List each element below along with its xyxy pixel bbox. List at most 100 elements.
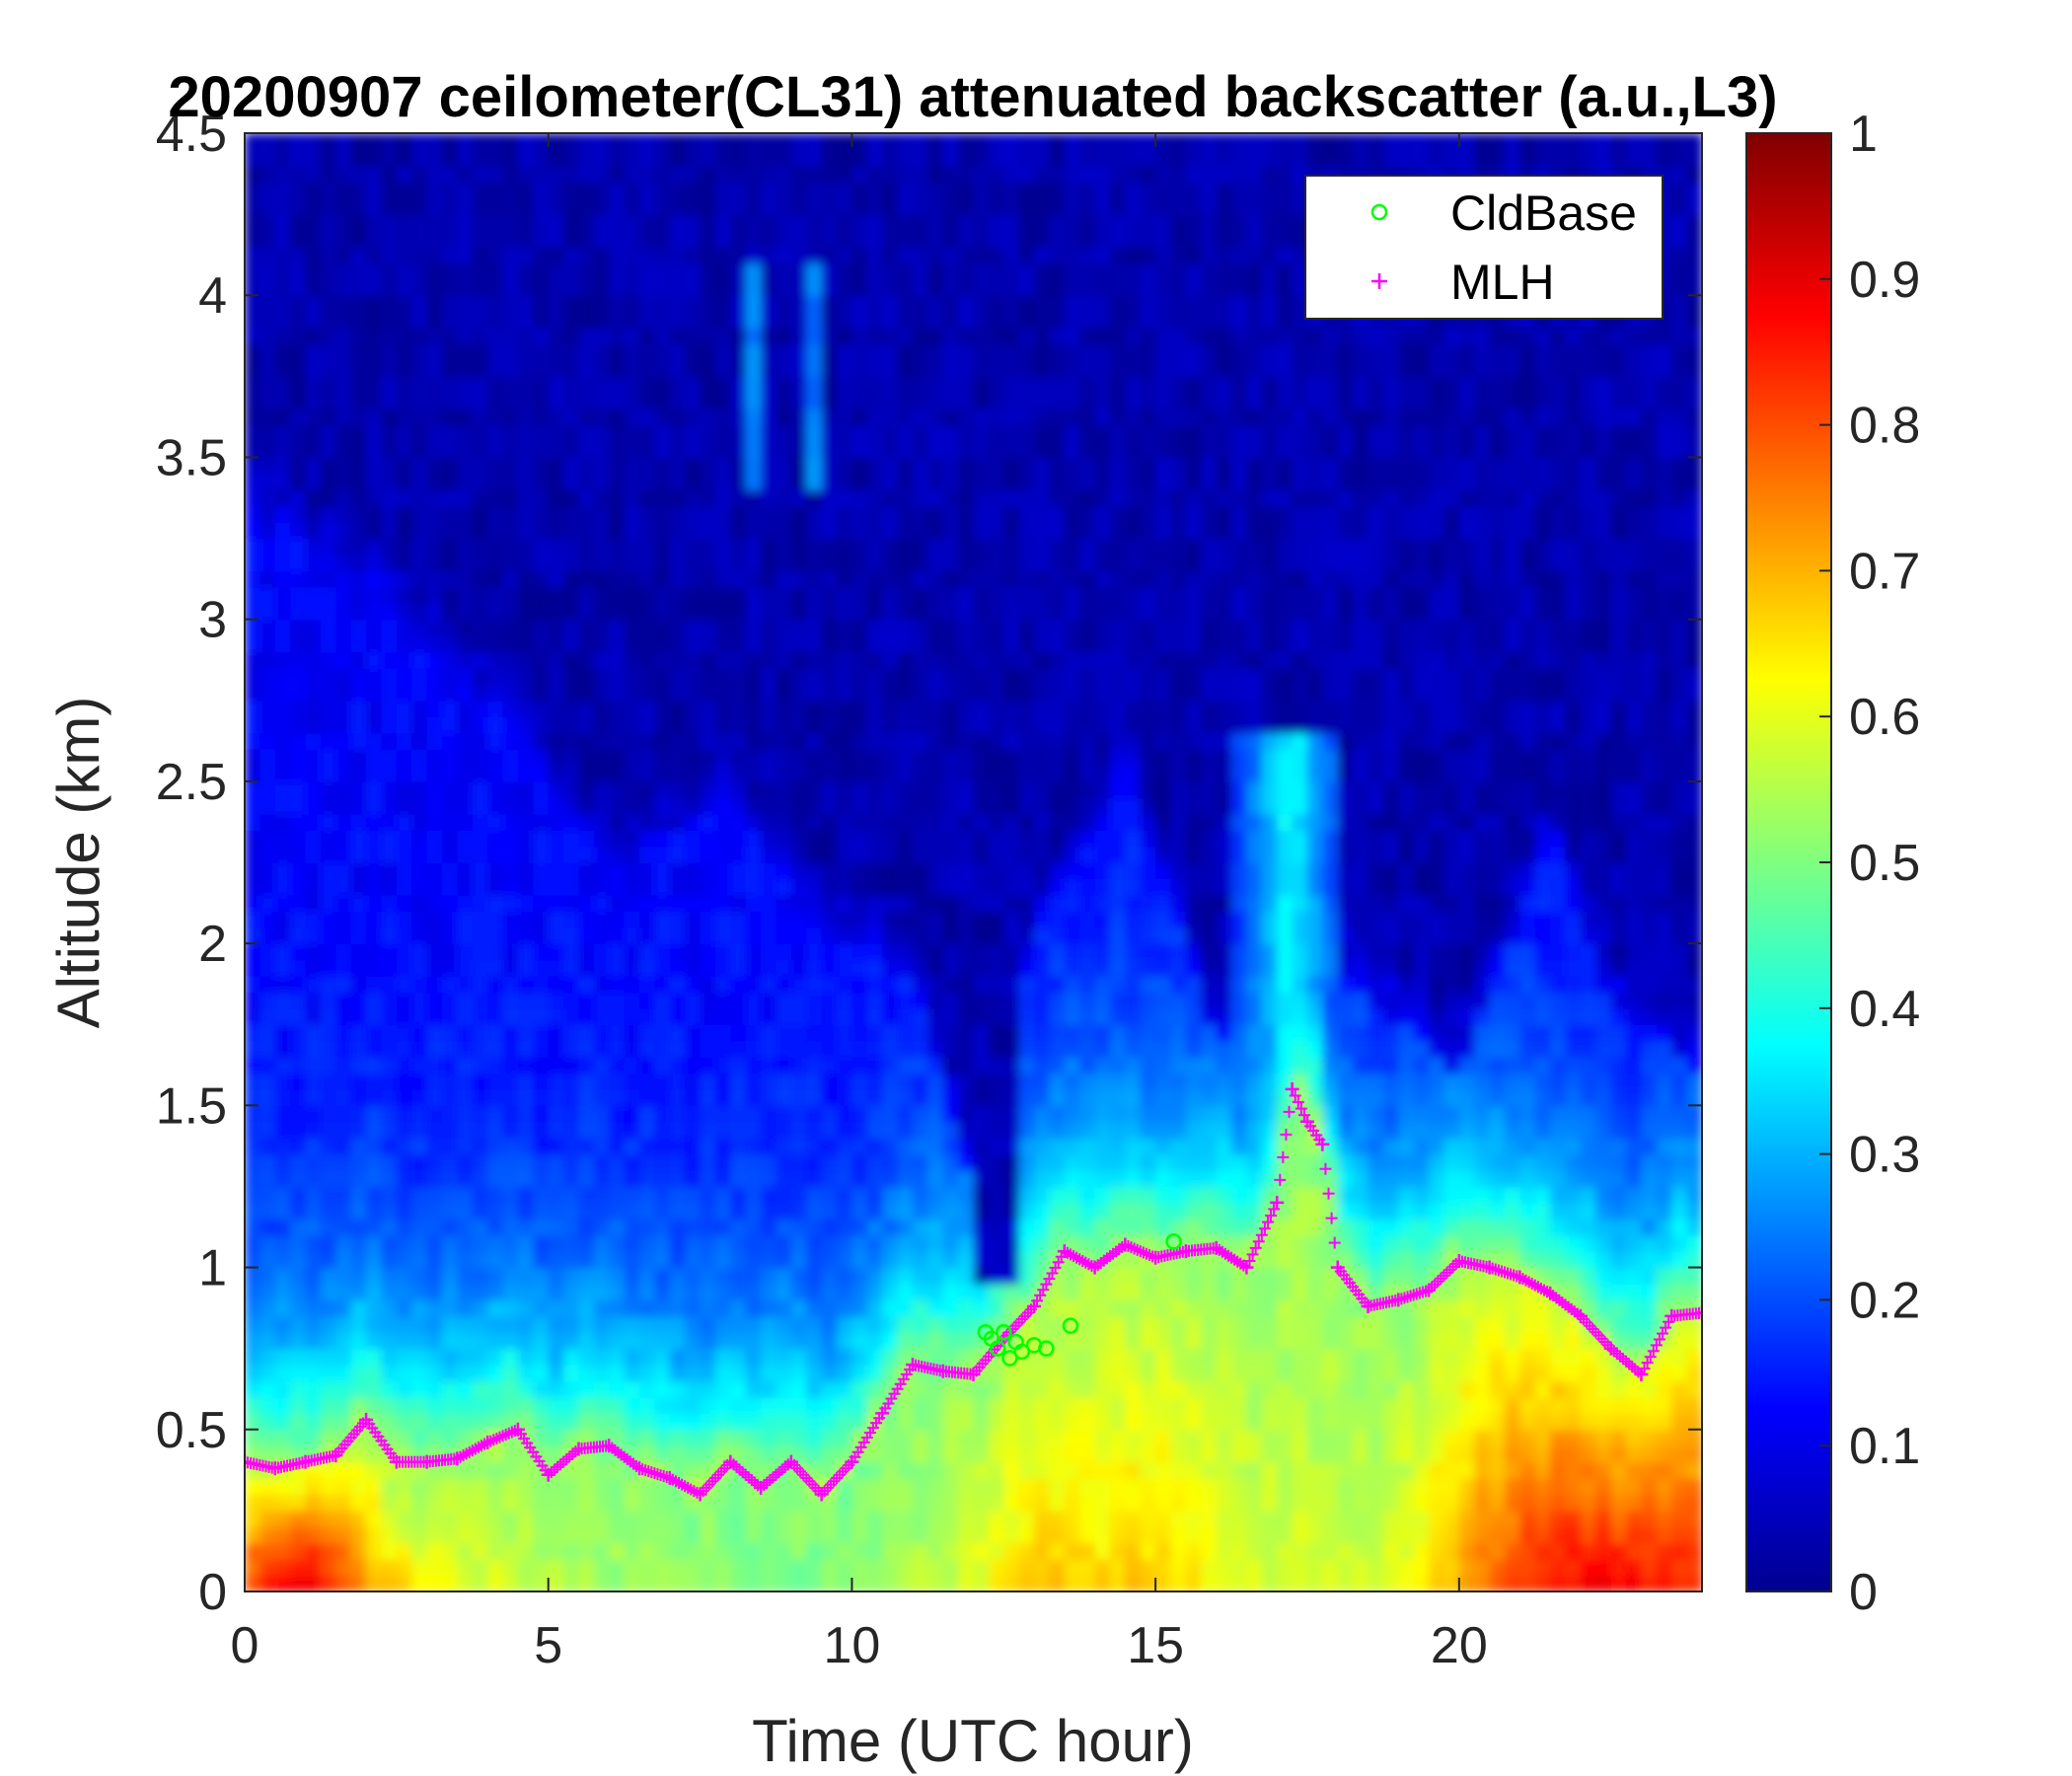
heatmap-cell xyxy=(685,1040,702,1058)
heatmap-cell xyxy=(274,165,291,183)
heatmap-cell xyxy=(714,295,732,313)
heatmap-cell xyxy=(851,1575,868,1591)
heatmap-cell xyxy=(776,408,792,426)
heatmap-cell xyxy=(882,635,899,653)
heatmap-cell xyxy=(290,1429,307,1446)
heatmap-cell xyxy=(988,813,1005,831)
heatmap-cell xyxy=(502,1202,519,1221)
heatmap-cell xyxy=(790,846,808,863)
heatmap-cell xyxy=(654,1170,671,1188)
heatmap-cell xyxy=(700,1380,716,1398)
heatmap-cell xyxy=(927,343,944,361)
heatmap-cell xyxy=(790,780,808,799)
heatmap-cell xyxy=(396,441,413,459)
heatmap-cell xyxy=(502,165,519,183)
heatmap-cell xyxy=(259,894,276,912)
heatmap-cell xyxy=(305,1267,322,1285)
heatmap-cell xyxy=(1079,1219,1096,1236)
heatmap-cell xyxy=(685,780,702,799)
heatmap-cell xyxy=(578,1380,595,1398)
heatmap-cell xyxy=(927,505,944,523)
heatmap-cell xyxy=(1034,765,1051,782)
heatmap-cell xyxy=(866,765,883,782)
heatmap-cell xyxy=(624,182,640,199)
heatmap-cell xyxy=(973,586,990,604)
heatmap-cell xyxy=(350,635,367,653)
heatmap-cell xyxy=(609,457,626,475)
heatmap-cell xyxy=(457,1073,474,1090)
heatmap-cell xyxy=(624,1510,640,1528)
heatmap-cell xyxy=(578,457,595,475)
heatmap-cell xyxy=(320,1542,337,1560)
heatmap-cell xyxy=(639,1478,656,1496)
heatmap-cell xyxy=(654,376,671,394)
heatmap-cell xyxy=(366,1057,383,1074)
heatmap-cell xyxy=(1034,570,1051,588)
heatmap-cell xyxy=(381,797,398,815)
heatmap-cell xyxy=(593,262,611,280)
heatmap-cell xyxy=(806,797,823,815)
heatmap-cell xyxy=(487,1445,504,1463)
heatmap-cell xyxy=(593,651,611,669)
heatmap-cell xyxy=(396,797,413,815)
heatmap-cell xyxy=(654,1396,671,1415)
heatmap-cell xyxy=(714,846,732,863)
heatmap-cell xyxy=(305,1315,322,1333)
heatmap-cell xyxy=(502,1153,519,1171)
heatmap-cell xyxy=(776,1315,792,1333)
heatmap-cell xyxy=(593,570,611,588)
heatmap-cell xyxy=(593,635,611,653)
heatmap-cell xyxy=(1018,278,1035,296)
heatmap-cell xyxy=(305,555,322,572)
heatmap-cell xyxy=(381,376,398,394)
heatmap-cell xyxy=(776,376,792,394)
heatmap-cell xyxy=(730,780,747,799)
heatmap-cell xyxy=(335,1202,352,1221)
heatmap-cell xyxy=(988,1007,1005,1025)
heatmap-cell xyxy=(927,894,944,912)
heatmap-cell xyxy=(411,1040,428,1058)
heatmap-cell xyxy=(472,1365,488,1382)
heatmap-cell xyxy=(533,295,550,313)
heatmap-cell xyxy=(305,214,322,232)
heatmap-cell xyxy=(274,943,291,961)
heatmap-cell xyxy=(533,1170,550,1188)
heatmap-cell xyxy=(578,1299,595,1317)
heatmap-cell xyxy=(290,943,307,961)
heatmap-cell xyxy=(624,328,640,345)
heatmap-cell xyxy=(745,700,762,717)
heatmap-cell xyxy=(502,830,519,848)
heatmap-cell xyxy=(457,635,474,653)
heatmap-cell xyxy=(790,1267,808,1285)
heatmap-cell xyxy=(305,1396,322,1415)
heatmap-cell xyxy=(942,684,959,702)
heatmap-cell xyxy=(700,343,716,361)
heatmap-cell xyxy=(609,862,626,880)
heatmap-cell xyxy=(776,1575,792,1591)
heatmap-cell xyxy=(942,1202,959,1221)
heatmap-cell xyxy=(897,1510,914,1528)
heatmap-cell xyxy=(700,1234,716,1252)
heatmap-cell xyxy=(411,1153,428,1171)
heatmap-cell xyxy=(563,1510,580,1528)
heatmap-cell xyxy=(1079,1170,1096,1188)
heatmap-cell xyxy=(578,684,595,702)
heatmap-cell xyxy=(305,230,322,248)
heatmap-cell xyxy=(396,1267,413,1285)
heatmap-cell xyxy=(639,522,656,540)
heatmap-cell xyxy=(320,651,337,669)
heatmap-cell xyxy=(442,943,459,961)
heatmap-cell xyxy=(609,700,626,717)
heatmap-cell xyxy=(913,247,929,264)
heatmap-cell xyxy=(776,1088,792,1107)
heatmap-cell xyxy=(761,813,777,831)
heatmap-cell xyxy=(790,732,808,750)
heatmap-cell xyxy=(973,1526,990,1544)
heatmap-cell xyxy=(927,765,944,782)
heatmap-cell xyxy=(730,522,747,540)
heatmap-cell xyxy=(730,1138,747,1155)
heatmap-cell xyxy=(988,797,1005,815)
heatmap-cell xyxy=(927,165,944,183)
heatmap-cell xyxy=(761,538,777,555)
heatmap-cell xyxy=(700,1057,716,1074)
